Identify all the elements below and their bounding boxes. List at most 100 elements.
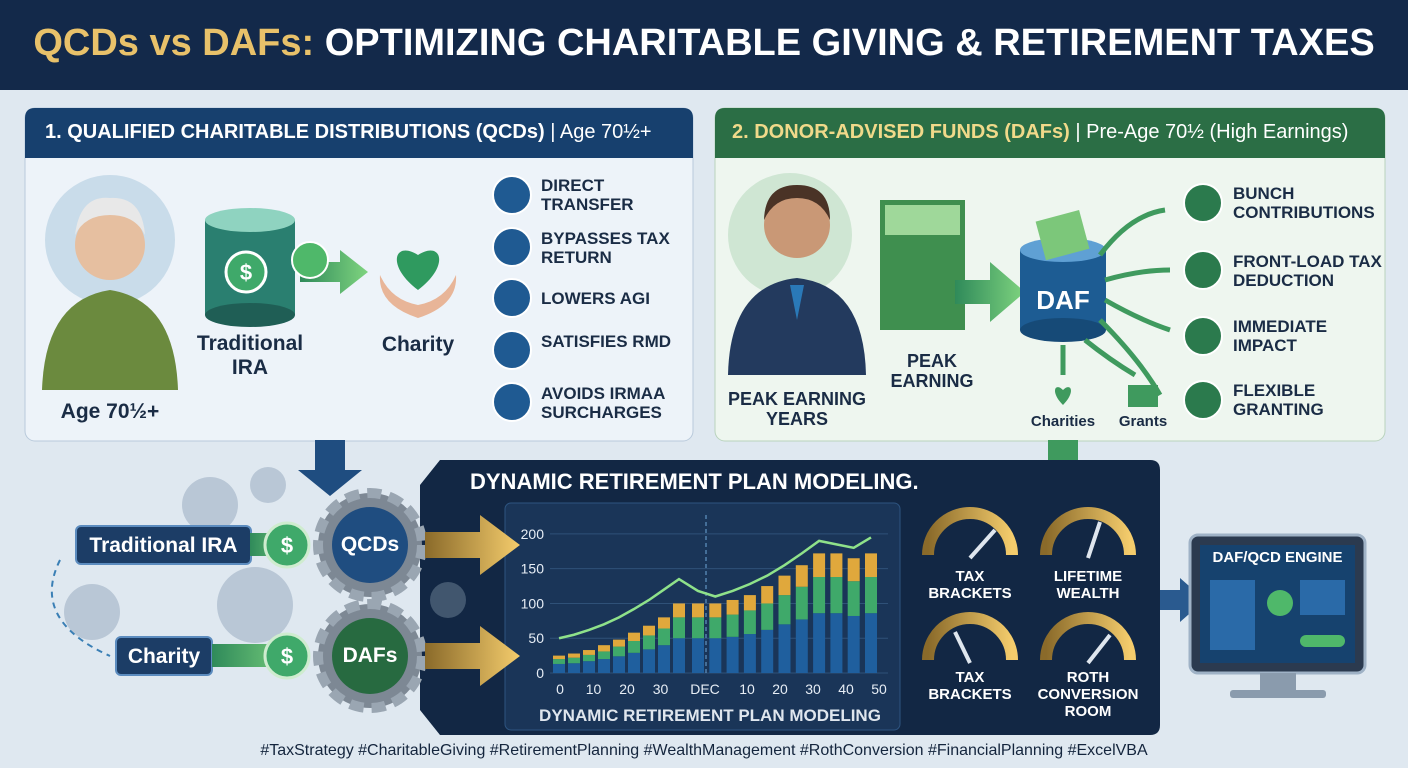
bar-segment xyxy=(598,651,610,660)
bar-segment xyxy=(553,655,565,660)
gear xyxy=(250,467,286,503)
benefit-icon xyxy=(1183,316,1223,356)
y-tick-label: 100 xyxy=(521,595,545,611)
bill-top xyxy=(885,205,960,235)
bar-segment xyxy=(830,613,843,673)
bar-segment xyxy=(813,577,826,614)
bg-gears xyxy=(64,467,466,643)
bar-segment xyxy=(847,615,860,673)
gauge-label: TAX BRACKETS xyxy=(928,669,1012,703)
bar-segment xyxy=(568,663,580,673)
bar-segment xyxy=(709,638,722,673)
bar-segment xyxy=(692,603,704,618)
gear xyxy=(182,477,238,533)
bar-segment xyxy=(692,638,704,673)
x-tick-label: 50 xyxy=(871,681,887,697)
bar-segment xyxy=(778,575,791,596)
bar-segment xyxy=(613,639,625,647)
person-label: Age 70½+ xyxy=(60,400,160,423)
bar-segment xyxy=(613,656,625,673)
gauge-label: LIFETIME WEALTH xyxy=(1053,568,1123,602)
person-hair xyxy=(764,185,830,220)
gear xyxy=(430,582,466,618)
bar-segment xyxy=(568,653,580,658)
bar-segment xyxy=(830,577,843,614)
bar-segment xyxy=(613,646,625,657)
bar-segment xyxy=(643,625,655,636)
bar-segment xyxy=(726,599,739,615)
qcd-header xyxy=(25,108,693,158)
hands xyxy=(379,275,457,318)
fund-label: DAF xyxy=(1036,285,1090,315)
footer: #TaxStrategy #CharitableGiving #Retireme… xyxy=(260,742,1148,759)
bar-segment xyxy=(795,619,808,673)
gear-core xyxy=(332,618,408,694)
flow-arrow xyxy=(955,262,1025,322)
gear-core xyxy=(332,507,408,583)
gauge-arc xyxy=(922,612,1018,661)
gift xyxy=(1128,385,1158,407)
gauge-arc xyxy=(922,507,1018,556)
bar-segment xyxy=(761,629,774,673)
ira-top xyxy=(205,208,295,232)
bar-segment xyxy=(761,603,774,630)
output-arrow xyxy=(1103,297,1171,333)
bar-segment xyxy=(865,577,877,614)
title: OPTIMIZING CHARITABLE GIVING & RETIREMEN… xyxy=(324,22,1375,64)
modeling-title: DYNAMIC RETIREMENT PLAN MODELING. xyxy=(470,469,919,494)
bar-segment xyxy=(568,657,580,664)
monitor-base xyxy=(1230,690,1326,698)
panel-subtitle: | Age 70½+ xyxy=(550,121,652,143)
dashed-link xyxy=(50,559,111,657)
bar-segment xyxy=(726,614,739,637)
trend-line xyxy=(558,536,872,640)
gear xyxy=(64,584,120,640)
gauges xyxy=(922,507,1136,661)
bar-segment xyxy=(583,650,595,655)
bar-segment xyxy=(847,558,860,582)
benefit: LOWERS AGI xyxy=(541,289,650,308)
bar-segment xyxy=(726,636,739,673)
output-label: Charities xyxy=(1030,413,1096,430)
y-tick-label: 0 xyxy=(536,665,544,681)
bar-segment xyxy=(628,632,640,642)
person-hair xyxy=(75,197,145,235)
flow-input: Charity xyxy=(127,645,201,668)
bar-segment xyxy=(673,638,685,673)
daf-bottom xyxy=(1020,318,1106,342)
bar-segment xyxy=(813,613,826,673)
x-tick-label: 0 xyxy=(556,681,564,697)
engine-label: DAF/QCD ENGINE xyxy=(1212,549,1343,566)
x-tick-label: 20 xyxy=(619,681,635,697)
x-tick-label: 30 xyxy=(805,681,821,697)
bar-segment xyxy=(795,586,808,620)
bill xyxy=(1035,209,1090,261)
benefit: BYPASSES TAX RETURN xyxy=(541,229,670,268)
gold-arrow xyxy=(425,626,520,686)
dollar-icon xyxy=(263,632,311,680)
chart-title: DYNAMIC RETIREMENT PLAN MODELING xyxy=(539,706,881,725)
bar-segment xyxy=(553,659,565,664)
benefit: AVOIDS IRMAA SURCHARGES xyxy=(541,384,665,423)
gold-arrow xyxy=(425,515,520,575)
person-head xyxy=(764,192,830,258)
x-tick-label: 10 xyxy=(586,681,602,697)
page-title: QCDs vs DAFs: OPTIMIZING CHARITABLE GIVI… xyxy=(0,22,1408,65)
benefit: SATISFIES RMD xyxy=(541,332,672,351)
money-label: PEAK EARNING xyxy=(890,351,974,392)
bar-segment xyxy=(643,635,655,650)
needle xyxy=(968,528,997,560)
dollar-sign: $ xyxy=(281,644,293,669)
bar-segment xyxy=(628,652,640,673)
dollar-sign: $ xyxy=(281,533,293,558)
benefit-icon xyxy=(1183,183,1223,223)
screen-gear xyxy=(1267,590,1293,616)
y-tick-label: 50 xyxy=(528,630,544,646)
bar-segment xyxy=(865,553,877,578)
bar-segment xyxy=(778,624,791,673)
flow-node: DAFs xyxy=(342,644,398,667)
panel-title-main: 2. DONOR-ADVISED FUNDS (DAFs) xyxy=(732,121,1070,143)
output-arrow xyxy=(1104,267,1171,283)
header-bar xyxy=(0,0,1408,90)
screen-button xyxy=(1300,635,1345,647)
